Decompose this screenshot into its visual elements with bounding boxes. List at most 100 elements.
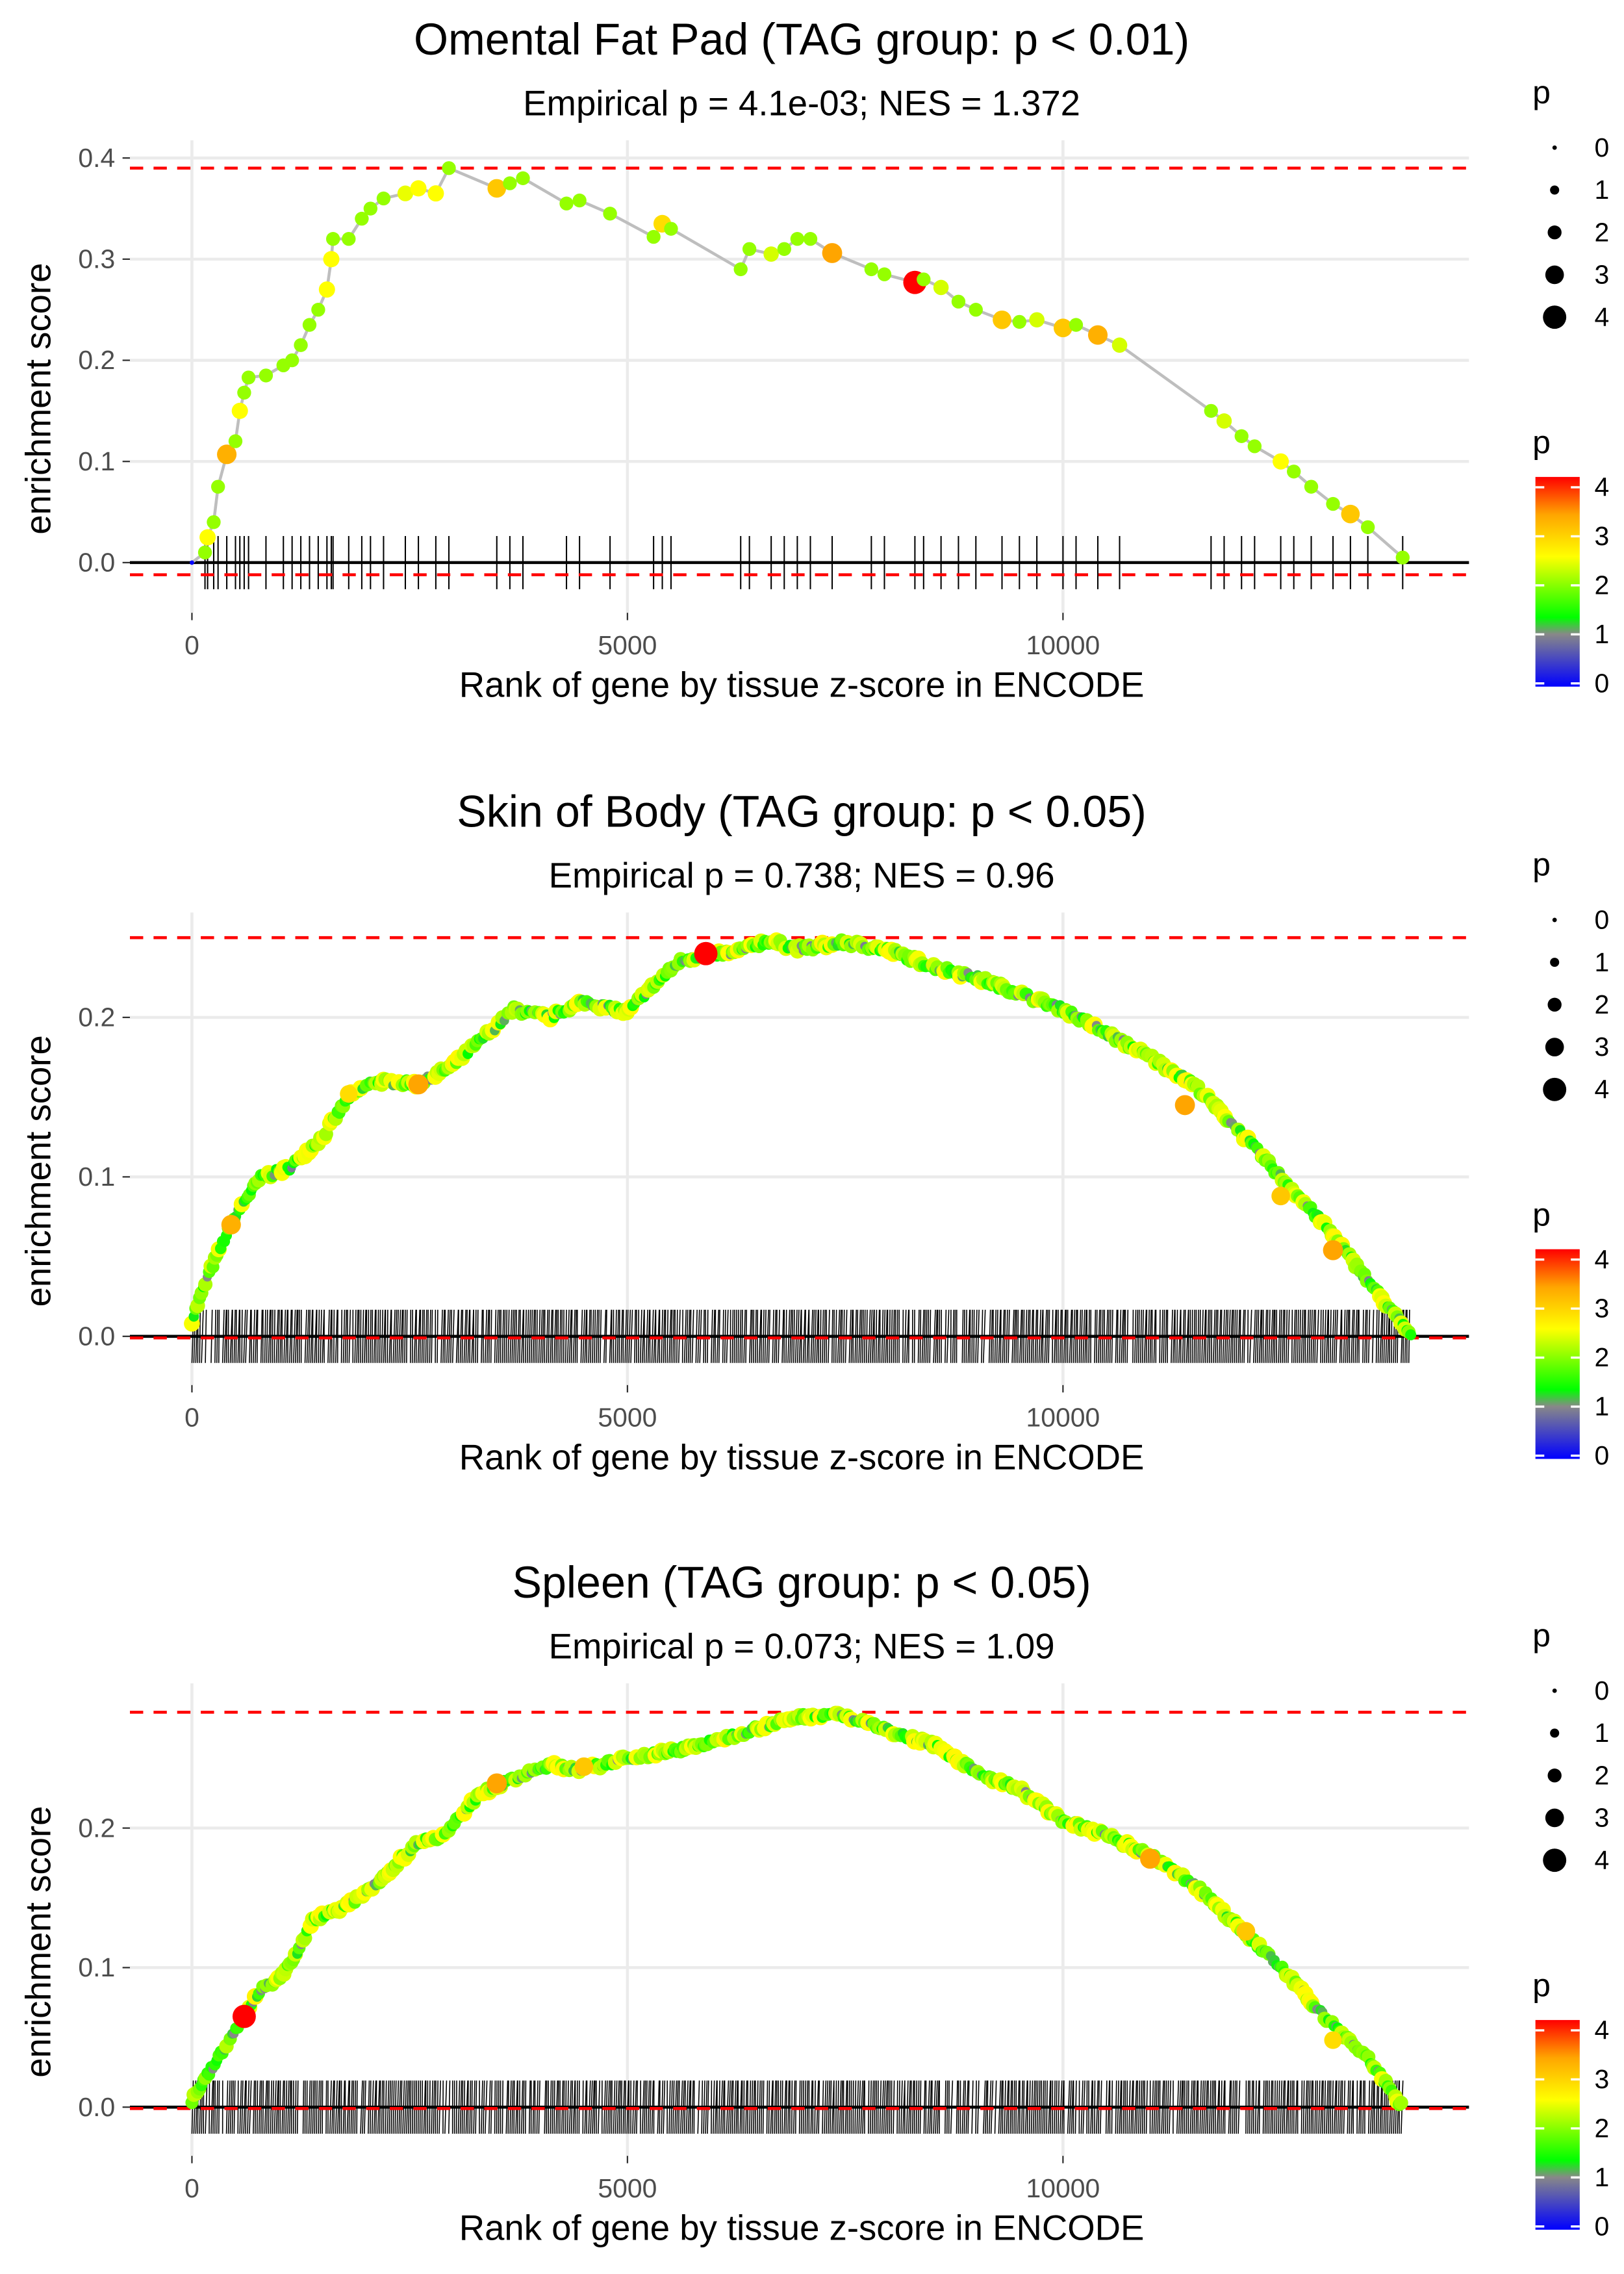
data-point (1273, 453, 1289, 470)
color-legend-label: 1 (1595, 619, 1610, 649)
chart-title: Spleen (TAG group: p < 0.05) (513, 1558, 1091, 1607)
size-legend-label: 1 (1595, 175, 1610, 205)
data-point (487, 179, 507, 198)
color-legend-label: 1 (1595, 1392, 1610, 1422)
data-point (442, 161, 456, 175)
data-point (822, 243, 843, 263)
chart-subtitle: Empirical p = 0.738; NES = 0.96 (549, 856, 1055, 895)
size-legend-dot (1543, 1848, 1567, 1872)
x-tick-label: 5000 (598, 1402, 657, 1432)
x-tick-label: 0 (184, 630, 199, 660)
color-bar (1535, 2020, 1580, 2230)
data-point-highlight (1323, 1240, 1343, 1260)
data-point (1361, 520, 1375, 535)
color-legend-label: 4 (1595, 2015, 1610, 2045)
data-point (1216, 413, 1232, 429)
chart-subtitle: Empirical p = 0.073; NES = 1.09 (549, 1626, 1055, 1666)
y-tick-label: 0.1 (78, 1162, 115, 1192)
size-legend-dot (1543, 305, 1567, 329)
size-legend-label: 2 (1595, 217, 1610, 247)
color-legend-label: 2 (1595, 570, 1610, 600)
y-tick-label: 0.2 (78, 1813, 115, 1843)
data-point-highlight (487, 1773, 507, 1794)
panel-2: Skin of Body (TAG group: p < 0.05) Empiri… (18, 787, 1609, 1477)
data-point (197, 545, 212, 560)
data-point (742, 242, 757, 256)
size-legend-label: 4 (1595, 1074, 1610, 1104)
y-tick-label: 0.0 (78, 548, 115, 578)
data-point (951, 294, 966, 309)
data-point (763, 246, 779, 262)
data-point (864, 262, 879, 277)
data-point (217, 444, 237, 465)
data-point-highlight (1271, 1186, 1290, 1206)
size-legend-label: 0 (1595, 905, 1610, 935)
size-legend-label: 3 (1595, 260, 1610, 290)
color-legend-title: p (1532, 1967, 1551, 2004)
y-tick-label: 0.2 (78, 1003, 115, 1032)
data-point (969, 303, 983, 317)
data-point (1069, 318, 1084, 332)
size-legend-label: 1 (1595, 947, 1610, 977)
data-point (1087, 325, 1108, 345)
y-tick-label: 0.2 (78, 345, 115, 375)
y-tick-label: 0.1 (78, 446, 115, 476)
color-legend-label: 0 (1595, 2211, 1610, 2241)
data-point (993, 310, 1011, 329)
size-legend-dot (1552, 917, 1557, 923)
data-point (323, 251, 340, 268)
running-enrichment-line (191, 166, 1404, 564)
color-legend-label: 4 (1595, 472, 1610, 502)
color-legend-label: 3 (1595, 1294, 1610, 1323)
data-point (355, 211, 369, 226)
size-legend-dot (1547, 1769, 1562, 1783)
data-point (410, 180, 427, 197)
data-point (427, 185, 444, 202)
size-legend-title: p (1532, 74, 1551, 110)
data-point (259, 368, 273, 383)
data-point (311, 303, 325, 317)
size-legend-dot (1550, 1728, 1560, 1738)
size-legend-dot (1552, 1688, 1557, 1693)
data-point-highlight (221, 1214, 241, 1235)
data-point (790, 232, 805, 246)
color-legend-title: p (1532, 424, 1551, 461)
y-axis-label: enrichment score (18, 1806, 58, 2078)
data-point (397, 185, 414, 201)
size-legend-dot (1547, 225, 1562, 240)
data-point (207, 515, 221, 530)
x-axis-label: Rank of gene by tissue z-score in ENCODE (459, 665, 1145, 705)
size-legend-dot (1547, 997, 1562, 1012)
data-point (231, 402, 248, 419)
y-tick-label: 0.0 (78, 2092, 115, 2122)
y-tick-label: 0.1 (78, 1952, 115, 1982)
x-tick-label: 10000 (1026, 1402, 1100, 1432)
panel-3: Spleen (TAG group: p < 0.05) Empirical p … (18, 1558, 1609, 2248)
size-legend-dot (1545, 1808, 1564, 1828)
data-point (572, 193, 587, 208)
legend: p 0 1 2 3 4 p 4 3 2 1 0 (1532, 1617, 1609, 2241)
data-point (1054, 318, 1072, 338)
y-tick-label: 0.4 (78, 143, 115, 173)
data-point (877, 267, 892, 281)
x-tick-label: 0 (184, 1402, 199, 1432)
data-point (1405, 1329, 1417, 1341)
data-point (933, 279, 949, 296)
data-point (516, 171, 530, 185)
x-axis-label: Rank of gene by tissue z-score in ENCODE (459, 2208, 1145, 2248)
data-point (1394, 2095, 1408, 2110)
data-point (1234, 429, 1249, 443)
data-point (733, 262, 748, 277)
data-point (302, 318, 317, 332)
color-bar (1535, 1249, 1580, 1459)
data-point (228, 434, 243, 448)
color-legend-label: 0 (1595, 668, 1610, 698)
color-legend-label: 4 (1595, 1244, 1610, 1274)
data-point-highlight (232, 2004, 256, 2028)
color-bar (1535, 477, 1580, 687)
data-point (777, 242, 791, 256)
data-point-highlight (1140, 1848, 1160, 1869)
size-legend-title: p (1532, 847, 1551, 883)
data-point (1247, 439, 1262, 454)
size-legend-dot (1550, 958, 1560, 967)
